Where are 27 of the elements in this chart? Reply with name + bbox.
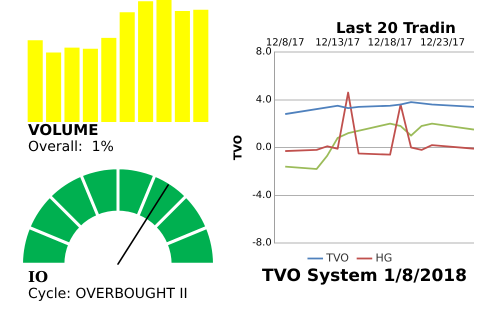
x-tick-label: 12/23/17 [420,38,465,49]
bar [101,38,116,122]
bar [82,48,98,122]
bar [46,52,62,122]
text: Cycle: OVERBOUGHT II [28,286,188,302]
bar [193,10,208,122]
text: Overall: 1% [28,139,114,155]
bar [138,1,154,122]
text: IO [28,268,48,286]
y-axis-title: TVO [231,134,244,160]
y-tick-label: -4.0 [252,190,272,201]
bar [120,12,135,122]
chart-title: Last 20 Tradin [336,19,456,37]
y-tick-label: 0.0 [256,142,272,154]
bar [28,40,43,122]
bar [174,10,190,122]
x-tick-label: 12/13/17 [315,38,360,49]
bar [156,0,172,122]
x-tick-label: 12/18/17 [368,38,413,49]
text: TVO System 1/8/2018 [262,266,467,286]
y-tick-label: 8.0 [256,46,272,58]
y-tick-label: 4.0 [256,94,272,106]
legend-label: HG [375,251,392,264]
legend-label: TVO [325,251,350,264]
y-tick-label: -8.0 [252,238,272,249]
text: VOLUME [28,121,98,139]
bar [64,48,80,122]
